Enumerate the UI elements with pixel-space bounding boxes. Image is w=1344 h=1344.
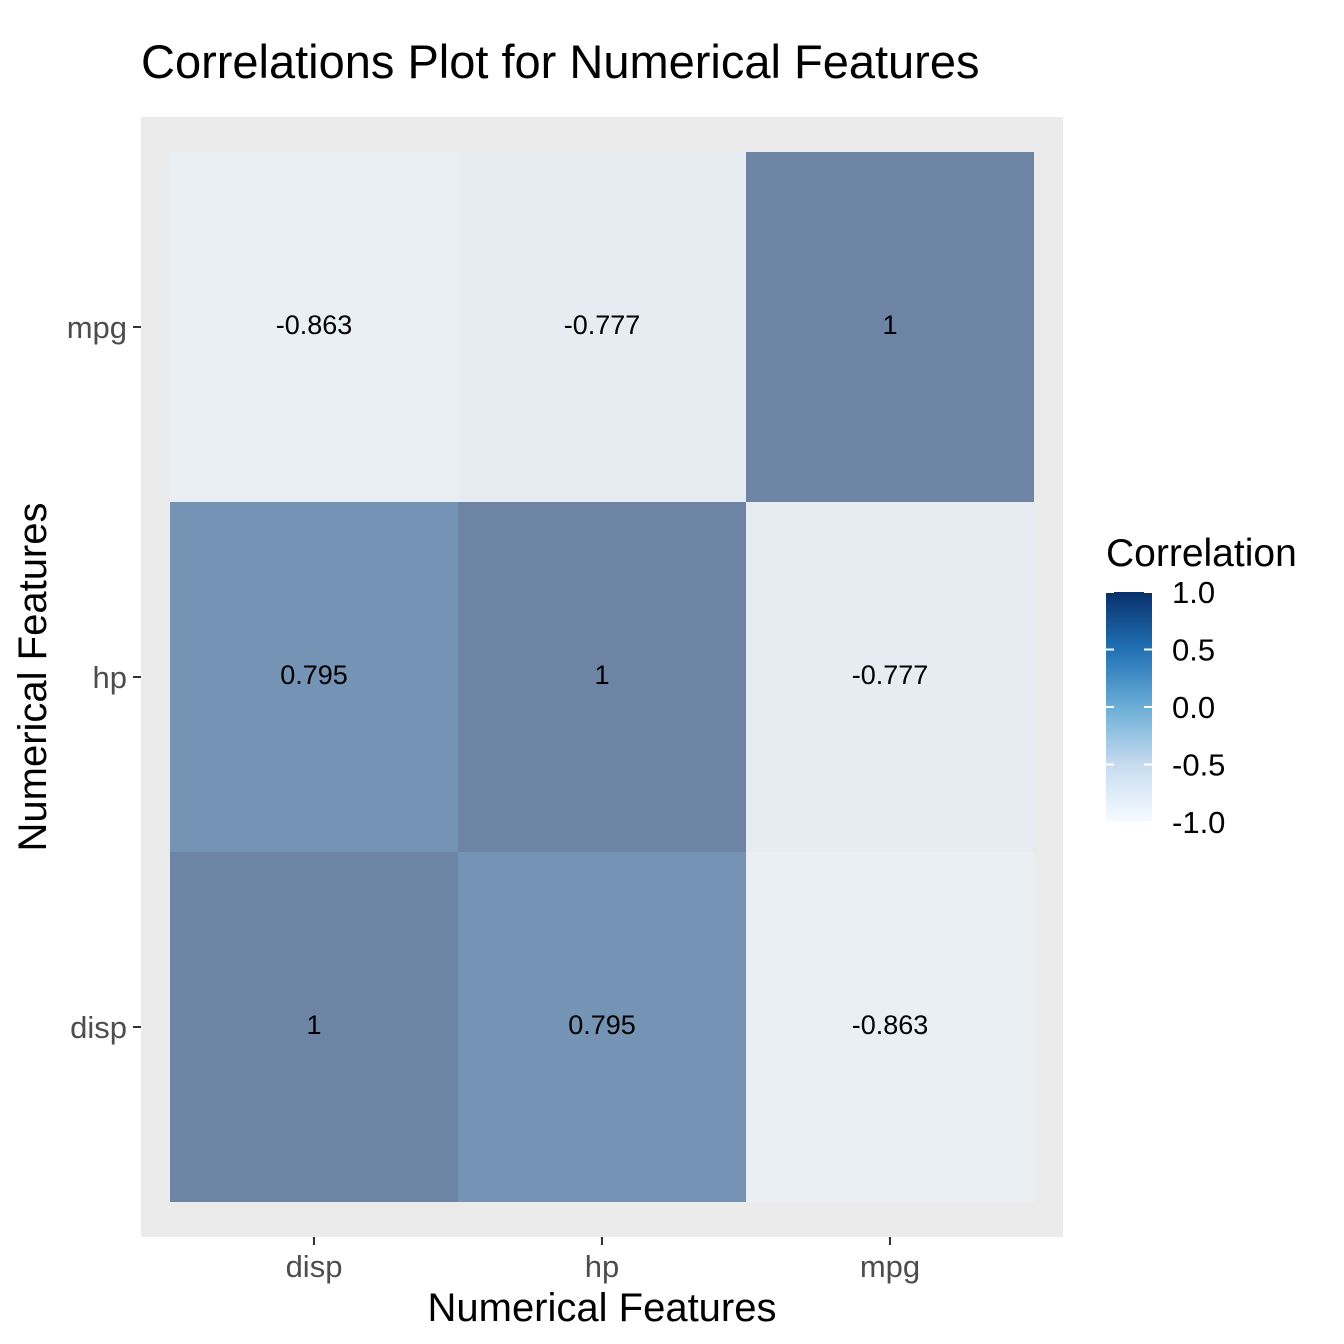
x-tick-label-hp: hp bbox=[585, 1249, 619, 1284]
x-tick-label-mpg: mpg bbox=[860, 1249, 920, 1284]
y-axis: disp hp mpg bbox=[67, 310, 141, 1045]
y-tick-label-hp: hp bbox=[93, 660, 127, 695]
heatmap-cell-label-disp-mpg: -0.863 bbox=[276, 310, 353, 340]
x-axis: disp hp mpg bbox=[286, 1237, 920, 1284]
legend-ticks: 1.0 0.5 0.0 -0.5 -1.0 bbox=[1106, 575, 1225, 840]
heatmap-cell-label-hp-hp: 1 bbox=[594, 660, 609, 690]
heatmap-cell-mpg-mpg bbox=[746, 152, 1034, 502]
heatmap-cells bbox=[170, 152, 1034, 1202]
y-axis-title: Numerical Features bbox=[11, 502, 55, 851]
legend-label-0.5: 0.5 bbox=[1172, 633, 1215, 668]
heatmap-cell-label-mpg-hp: -0.777 bbox=[852, 660, 929, 690]
legend-title: Correlation bbox=[1106, 532, 1297, 575]
color-legend: Correlation 1.0 0.5 0.0 -0.5 -1.0 bbox=[1106, 532, 1297, 840]
heatmap-cell-label-disp-hp: 0.795 bbox=[280, 660, 348, 690]
heatmap-cell-mpg-hp bbox=[746, 502, 1034, 852]
legend-label--1.0: -1.0 bbox=[1172, 805, 1225, 840]
heatmap-cell-label-mpg-disp: -0.863 bbox=[852, 1010, 929, 1040]
heatmap-cell-hp-disp bbox=[458, 852, 746, 1202]
legend-label--0.5: -0.5 bbox=[1172, 748, 1225, 783]
heatmap-cell-hp-hp bbox=[458, 502, 746, 852]
y-tick-label-mpg: mpg bbox=[67, 310, 127, 345]
x-axis-title: Numerical Features bbox=[427, 1286, 776, 1330]
heatmap-cell-label-disp-disp: 1 bbox=[306, 1010, 321, 1040]
heatmap-cell-disp-hp bbox=[170, 502, 458, 852]
heatmap-cell-labels: 1 0.795 -0.863 0.795 1 -0.777 -0.863 -0.777 1 bbox=[276, 310, 929, 1040]
heatmap-cell-label-hp-disp: 0.795 bbox=[568, 1010, 636, 1040]
heatmap-cell-mpg-disp bbox=[746, 852, 1034, 1202]
heatmap-cell-label-hp-mpg: -0.777 bbox=[564, 310, 641, 340]
legend-label-0.0: 0.0 bbox=[1172, 690, 1215, 725]
heatmap-cell-label-mpg-mpg: 1 bbox=[882, 310, 897, 340]
heatmap-cell-disp-mpg bbox=[170, 152, 458, 502]
legend-label-1.0: 1.0 bbox=[1172, 575, 1215, 610]
x-tick-label-disp: disp bbox=[286, 1249, 343, 1284]
heatmap-cell-hp-mpg bbox=[458, 152, 746, 502]
chart-title: Correlations Plot for Numerical Features bbox=[141, 35, 979, 88]
heatmap-cell-disp-disp bbox=[170, 852, 458, 1202]
y-tick-label-disp: disp bbox=[70, 1010, 127, 1045]
